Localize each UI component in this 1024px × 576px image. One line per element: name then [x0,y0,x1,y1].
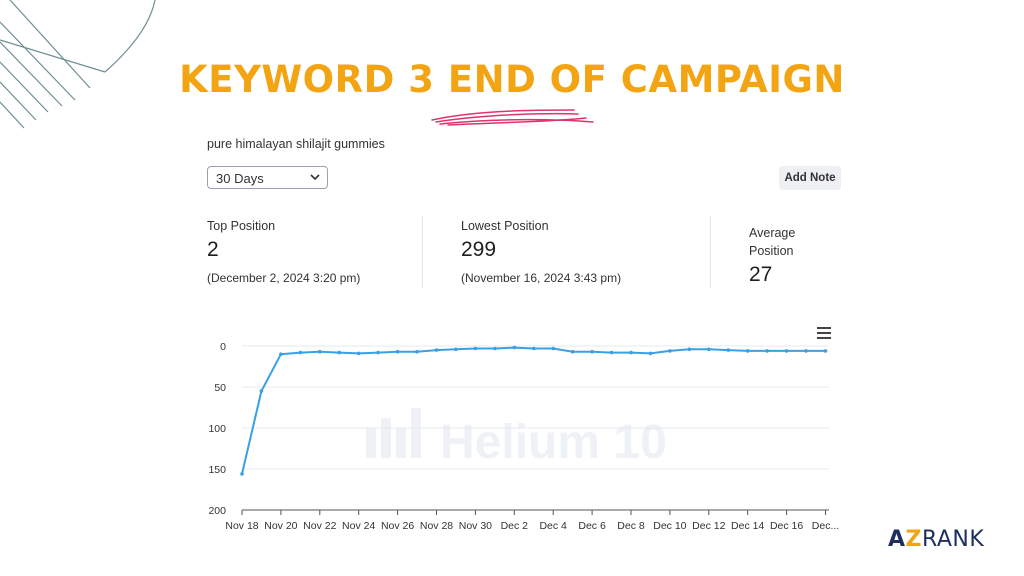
top-position-label: Top Position [207,219,276,233]
chart-menu-icon[interactable] [817,327,831,339]
x-tick-label: Dec 8 [617,520,645,532]
logo-a: A [888,527,906,552]
top-position-date: (December 2, 2024 3:20 pm) [207,271,361,285]
y-tick-label: 200 [208,505,226,517]
x-tick-label: Nov 18 [225,520,258,532]
data-point[interactable] [318,349,322,354]
azrank-logo: AZRANK [888,527,984,552]
logo-z: Z [905,527,922,552]
average-position-label-line2: Position [749,244,794,258]
stat-divider [422,216,423,288]
page-title: KEYWORD 3 END OF CAMPAIGN [179,58,845,101]
data-point[interactable] [726,348,731,352]
keyword-label: pure himalayan shilajit gummies [207,137,385,151]
data-point[interactable] [415,349,419,354]
data-point[interactable] [512,345,517,350]
data-point[interactable] [765,349,769,353]
helium10-watermark-logo [366,408,421,458]
average-position-label-line1: Average [749,226,796,240]
data-point[interactable] [707,347,711,352]
data-point[interactable] [279,352,283,357]
x-tick-label: Dec 10 [653,520,686,532]
data-point[interactable] [454,347,458,352]
helium10-watermark: Helium 10 [440,416,667,469]
stat-divider [710,216,711,288]
x-tick-label: Nov 26 [381,520,414,532]
data-point[interactable] [240,472,244,476]
x-tick-label: Dec 14 [731,520,764,532]
lowest-position-label: Lowest Position [461,219,549,233]
x-tick-label: Dec 6 [578,520,606,532]
data-point[interactable] [532,346,536,351]
date-range-value: 30 Days [216,171,264,186]
title-underline-scribble [431,109,594,126]
data-point[interactable] [687,347,692,352]
corner-decoration [0,0,156,129]
data-point[interactable] [668,349,672,353]
data-point[interactable] [493,346,497,351]
x-tick-label: Dec 2 [501,520,529,532]
y-tick-label: 50 [214,382,226,394]
data-point[interactable] [259,389,264,393]
y-tick-label: 150 [208,464,226,476]
data-point[interactable] [434,348,439,352]
date-range-select[interactable]: 30 Days [207,166,328,189]
data-point[interactable] [823,349,828,353]
lowest-position-date: (November 16, 2024 3:43 pm) [461,271,622,285]
data-point[interactable] [376,350,380,355]
x-tick-label: Nov 30 [459,520,492,532]
chevron-down-icon [310,174,320,181]
data-point[interactable] [570,349,575,354]
data-point[interactable] [804,349,808,353]
top-position-value: 2 [207,238,219,261]
x-tick-label: Nov 28 [420,520,453,532]
data-point[interactable] [745,349,750,353]
average-position-value: 27 [749,263,773,286]
data-point[interactable] [629,350,633,355]
data-point[interactable] [298,350,303,355]
data-point[interactable] [551,346,555,351]
logo-rank: RANK [921,527,985,552]
x-tick-label: Dec 16 [770,520,803,532]
data-point[interactable] [609,350,614,355]
x-tick-label: Nov 20 [264,520,297,532]
series-line [241,346,826,475]
y-tick-label: 0 [220,341,226,353]
data-point[interactable] [784,349,789,353]
data-point[interactable] [337,350,342,355]
data-point[interactable] [473,346,478,351]
data-point[interactable] [590,349,594,354]
x-tick-label: Dec... [812,520,839,532]
x-tick-label: Nov 24 [342,520,375,532]
y-tick-label: 100 [208,423,226,435]
x-tick-label: Nov 22 [303,520,336,532]
x-tick-label: Dec 4 [539,520,567,532]
add-note-button[interactable]: Add Note [779,166,841,190]
lowest-position-value: 299 [461,238,497,261]
data-point[interactable] [648,351,653,356]
data-point[interactable] [356,351,361,356]
data-point[interactable] [395,349,400,354]
x-tick-label: Dec 12 [692,520,725,532]
